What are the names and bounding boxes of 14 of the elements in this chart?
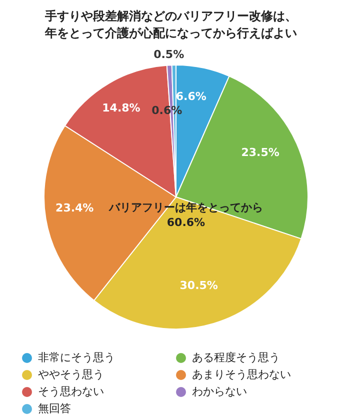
data-label: 14.8% xyxy=(102,101,140,114)
data-label: 30.5% xyxy=(180,279,218,292)
chart-title: 手すりや段差解消などのバリアフリー改修は、年をとって介護が心配になってから行えばよい xyxy=(44,8,298,42)
legend-label: そう思わない xyxy=(38,384,104,399)
data-label: 0.5% xyxy=(154,48,184,62)
data-label: 23.4% xyxy=(56,202,94,215)
legend-label: 非常にそう思う xyxy=(38,350,115,365)
data-label: 6.6% xyxy=(176,90,206,103)
legend-label: 無回答 xyxy=(38,401,71,416)
data-label: 23.5% xyxy=(241,146,280,159)
legend-label: ややそう思う xyxy=(38,367,104,382)
legend-label: あまりそう思わない xyxy=(192,367,291,382)
legend-label: ある程度そう思う xyxy=(192,350,280,365)
legend-label: わからない xyxy=(192,384,247,399)
